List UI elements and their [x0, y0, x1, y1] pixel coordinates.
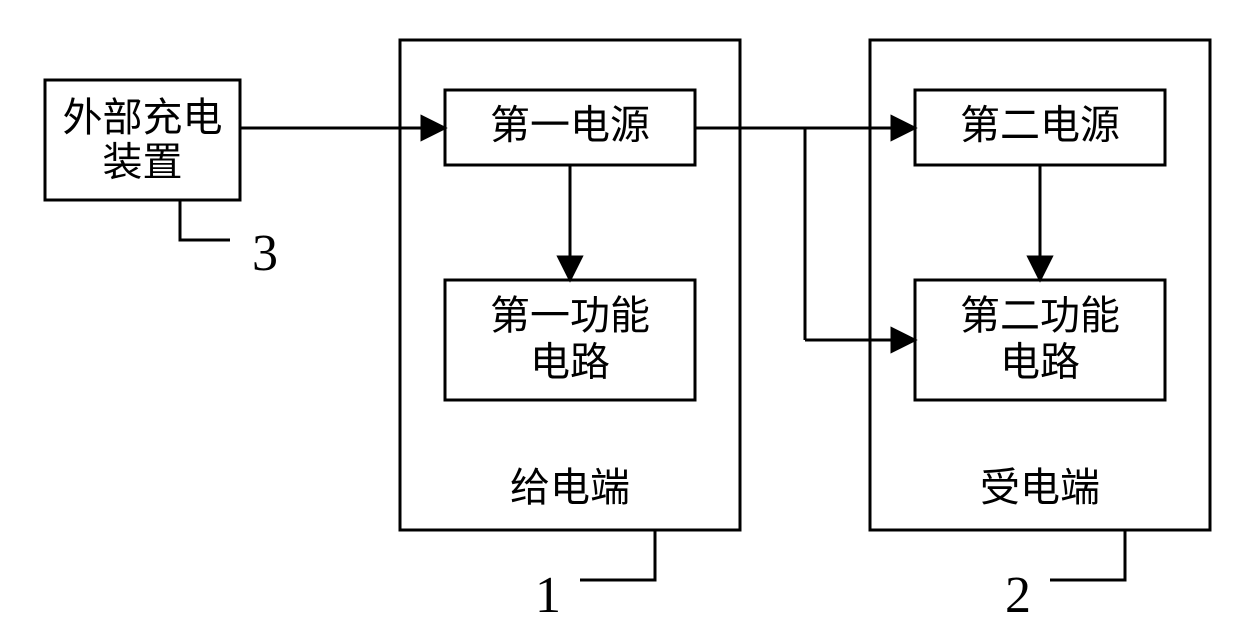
label-1: 1: [535, 567, 561, 622]
second-power-text: 第二电源: [960, 103, 1120, 148]
leader-2: [1050, 530, 1125, 580]
leader-3: [180, 200, 230, 240]
first-func-text2: 电路: [530, 340, 610, 385]
leader-1: [580, 530, 655, 580]
label-2: 2: [1005, 567, 1031, 622]
external-charger-text2: 装置: [103, 140, 183, 185]
label-3: 3: [252, 225, 278, 282]
external-charger-text1: 外部充电: [63, 95, 223, 140]
first-func-text1: 第一功能: [490, 293, 650, 338]
second-func-text2: 电路: [1000, 340, 1080, 385]
recv-end-caption: 受电端: [980, 465, 1100, 510]
power-end-caption: 给电端: [510, 465, 630, 510]
first-power-text: 第一电源: [490, 103, 650, 148]
second-func-text1: 第二功能: [960, 293, 1120, 338]
